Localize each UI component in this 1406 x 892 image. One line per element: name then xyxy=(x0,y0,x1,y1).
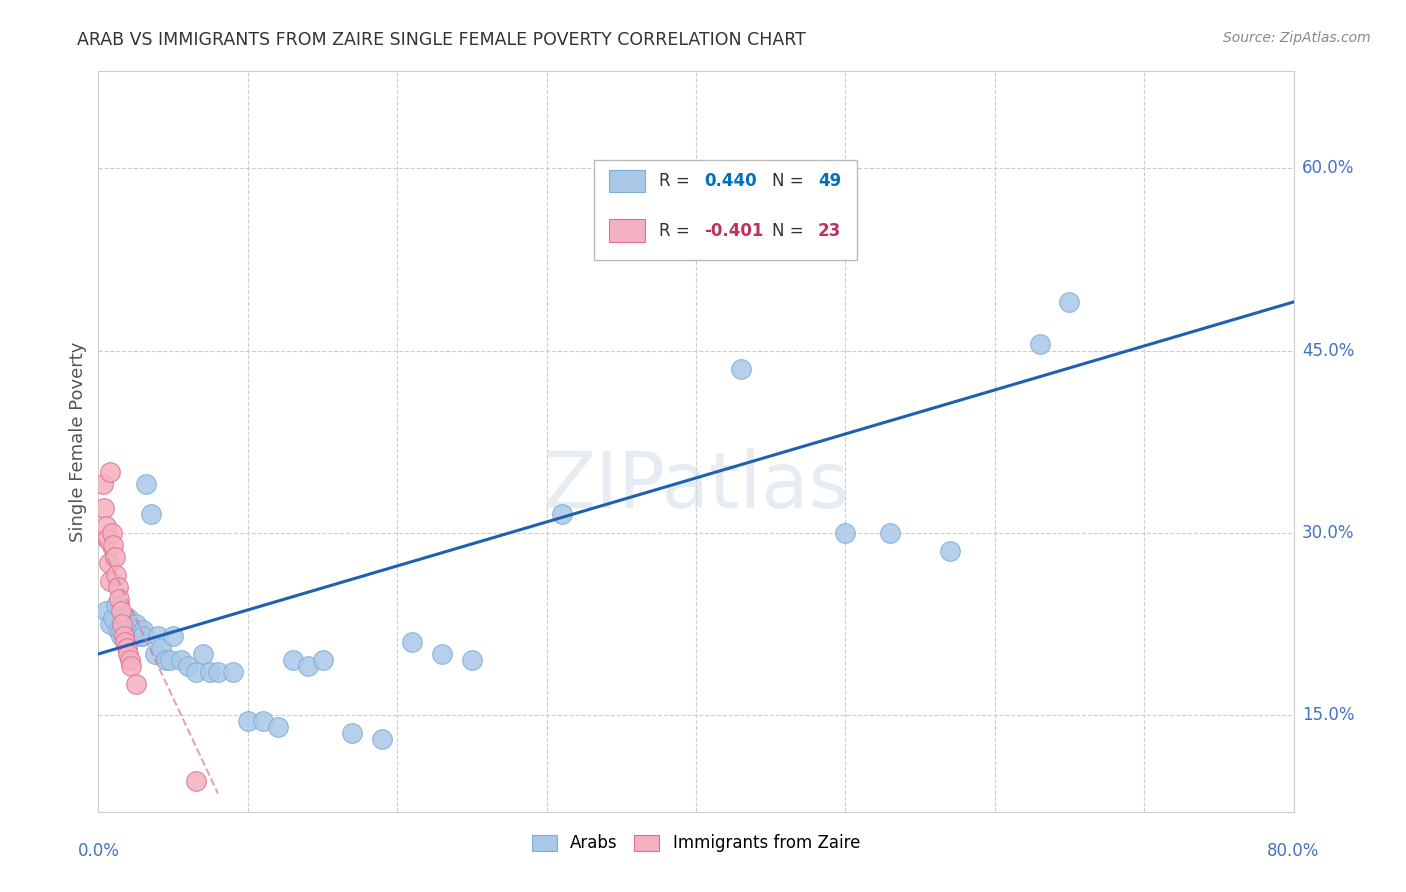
Point xyxy=(103,610,125,624)
Point xyxy=(111,616,134,631)
Point xyxy=(112,629,135,643)
Point xyxy=(105,568,128,582)
Point xyxy=(184,774,207,789)
Point xyxy=(267,720,290,734)
Point xyxy=(1028,337,1050,351)
Point xyxy=(132,623,155,637)
Point xyxy=(200,665,222,680)
Text: 0.0%: 0.0% xyxy=(77,842,120,860)
Point xyxy=(191,647,214,661)
Point xyxy=(105,599,128,613)
Text: 80.0%: 80.0% xyxy=(1267,842,1320,860)
Point xyxy=(98,616,122,631)
Point xyxy=(125,677,148,691)
Point xyxy=(117,610,139,624)
Point xyxy=(98,465,122,479)
Point xyxy=(222,665,245,680)
Point xyxy=(97,556,120,570)
Point xyxy=(93,501,115,516)
Point xyxy=(730,361,752,376)
Text: R =: R = xyxy=(659,172,695,190)
Point xyxy=(159,653,181,667)
Point xyxy=(94,519,117,533)
Text: 15.0%: 15.0% xyxy=(1302,706,1354,723)
Text: N =: N = xyxy=(772,172,810,190)
Point xyxy=(125,616,148,631)
Point xyxy=(117,616,139,631)
Point xyxy=(430,647,453,661)
Text: R =: R = xyxy=(659,221,695,240)
Point xyxy=(125,623,148,637)
Point xyxy=(115,640,138,655)
Y-axis label: Single Female Poverty: Single Female Poverty xyxy=(69,342,87,541)
Point xyxy=(184,665,207,680)
Text: 45.0%: 45.0% xyxy=(1302,342,1354,359)
Point xyxy=(162,629,184,643)
Point xyxy=(371,731,394,746)
Point xyxy=(91,477,114,491)
Point xyxy=(108,592,131,607)
Point xyxy=(879,525,901,540)
FancyBboxPatch shape xyxy=(595,161,858,260)
Legend: Arabs, Immigrants from Zaire: Arabs, Immigrants from Zaire xyxy=(524,828,868,859)
Text: 0.440: 0.440 xyxy=(704,172,756,190)
Point xyxy=(1059,295,1081,310)
Point xyxy=(120,629,142,643)
Point xyxy=(114,635,136,649)
Point xyxy=(155,653,177,667)
Point xyxy=(128,629,150,643)
Point xyxy=(207,665,229,680)
Text: ARAB VS IMMIGRANTS FROM ZAIRE SINGLE FEMALE POVERTY CORRELATION CHART: ARAB VS IMMIGRANTS FROM ZAIRE SINGLE FEM… xyxy=(77,31,806,49)
Point xyxy=(118,653,141,667)
Point xyxy=(401,635,423,649)
Point xyxy=(834,525,856,540)
Point xyxy=(143,647,166,661)
Text: 30.0%: 30.0% xyxy=(1302,524,1354,541)
Point xyxy=(98,574,122,588)
Point xyxy=(939,543,962,558)
Point xyxy=(110,623,132,637)
Point xyxy=(148,629,170,643)
Point xyxy=(120,659,142,673)
Point xyxy=(550,508,572,522)
Point xyxy=(135,477,157,491)
Text: -0.401: -0.401 xyxy=(704,221,763,240)
Point xyxy=(132,629,155,643)
Point xyxy=(101,525,124,540)
Text: 23: 23 xyxy=(818,221,841,240)
Point xyxy=(94,604,117,618)
Text: 49: 49 xyxy=(818,172,841,190)
Point xyxy=(297,659,319,673)
Point xyxy=(107,580,129,594)
Point xyxy=(342,726,364,740)
Text: ZIPatlas: ZIPatlas xyxy=(543,448,849,524)
Point xyxy=(461,653,484,667)
Point xyxy=(114,623,136,637)
Point xyxy=(110,604,132,618)
Point xyxy=(236,714,259,728)
Point xyxy=(139,508,162,522)
Point xyxy=(96,532,118,546)
Point xyxy=(311,653,333,667)
Text: N =: N = xyxy=(772,221,810,240)
Point xyxy=(252,714,274,728)
Text: 60.0%: 60.0% xyxy=(1302,160,1354,178)
Point xyxy=(281,653,304,667)
Point xyxy=(107,623,129,637)
Text: Source: ZipAtlas.com: Source: ZipAtlas.com xyxy=(1223,31,1371,45)
Point xyxy=(169,653,191,667)
Point xyxy=(110,629,132,643)
Point xyxy=(117,647,139,661)
FancyBboxPatch shape xyxy=(609,169,644,192)
Point xyxy=(150,640,173,655)
Point xyxy=(103,538,125,552)
FancyBboxPatch shape xyxy=(609,219,644,242)
Point xyxy=(104,549,127,564)
Point xyxy=(177,659,200,673)
